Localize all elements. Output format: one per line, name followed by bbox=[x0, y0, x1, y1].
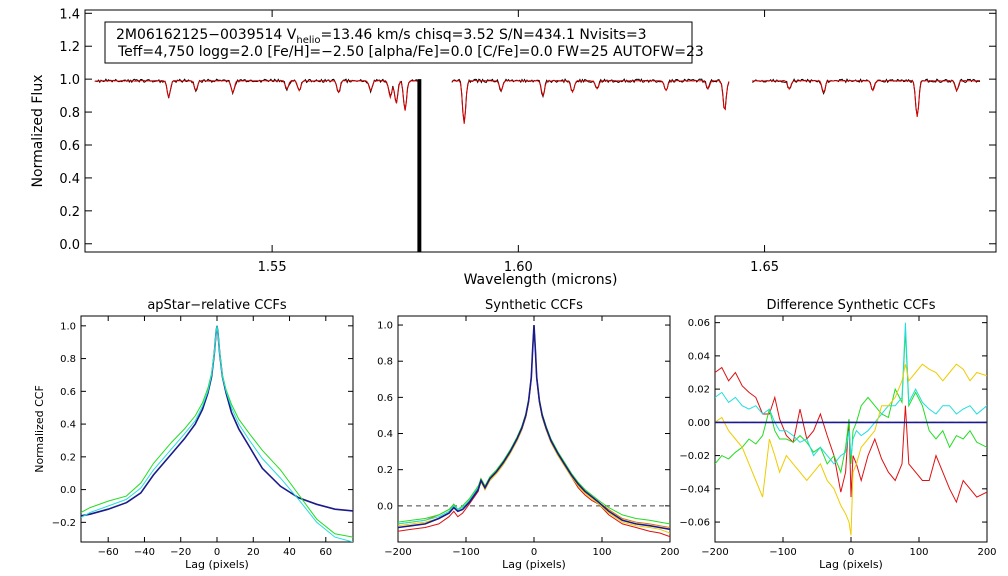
spectrum-ytick-label: 0.4 bbox=[59, 172, 80, 187]
apstar-ytick-label: 1.0 bbox=[60, 321, 76, 332]
difference-series-yellow bbox=[715, 363, 987, 536]
synthetic-xlabel: Lag (pixels) bbox=[502, 558, 566, 571]
apstar-title: apStar−relative CCFs bbox=[147, 298, 287, 313]
synthetic-series-orange bbox=[398, 324, 670, 528]
synthetic-ytick-label: 0.0 bbox=[377, 501, 393, 512]
difference-frame bbox=[714, 315, 988, 543]
apstar-series-blue bbox=[81, 325, 353, 517]
synthetic-ytick-label: 0.2 bbox=[377, 465, 393, 476]
spectrum-observed-line bbox=[94, 78, 419, 111]
apstar-ylabel: Normalized CCF bbox=[33, 385, 46, 473]
apstar-series-green bbox=[81, 325, 353, 538]
apstar-data bbox=[81, 325, 353, 542]
info-line-1: 2M06162125−0039514 Vhelio=13.46 km/s chi… bbox=[116, 27, 647, 46]
spectrum-ylabel: Normalized Flux bbox=[30, 75, 46, 188]
synthetic-data bbox=[398, 324, 670, 538]
spectrum-xtick-label: 1.55 bbox=[258, 260, 287, 275]
spectrum-model-line bbox=[451, 79, 730, 124]
apstar-ytick-label: 0.4 bbox=[60, 420, 76, 431]
difference-series-green bbox=[715, 330, 987, 474]
spectrum-ytick-label: 1.0 bbox=[59, 73, 80, 88]
spectrum-xlabel: Wavelength (microns) bbox=[464, 272, 618, 288]
spectrum-model-line bbox=[752, 79, 980, 117]
synthetic-series-red bbox=[398, 324, 670, 538]
difference-ytick-label: 0.00 bbox=[688, 418, 710, 429]
apstar-series-cyan bbox=[81, 325, 353, 542]
difference-xtick-label: 100 bbox=[909, 547, 928, 558]
spectrum-xtick-label: 1.65 bbox=[750, 260, 779, 275]
synthetic-xtick-label: 0 bbox=[531, 547, 537, 558]
synthetic-series-blue bbox=[398, 324, 670, 531]
synthetic-xtick-label: −100 bbox=[452, 547, 479, 558]
info-box bbox=[104, 21, 693, 64]
spectrum-ytick-label: 1.4 bbox=[59, 7, 80, 22]
synthetic-ytick-label: 1.0 bbox=[377, 321, 393, 332]
synthetic-ytick-label: 0.6 bbox=[377, 393, 393, 404]
apstar-frame bbox=[80, 315, 354, 543]
difference-series-red bbox=[715, 366, 987, 504]
synthetic-xtick-label: 200 bbox=[660, 547, 679, 558]
synthetic-series-green bbox=[398, 324, 670, 525]
difference-ytick-label: −0.06 bbox=[679, 518, 710, 529]
info-line-2: Teff=4,750 logg=2.0 [Fe/H]=−2.50 [alpha/… bbox=[117, 44, 704, 60]
spectrum-observed-line bbox=[451, 78, 730, 123]
synthetic-frame bbox=[397, 315, 671, 543]
spectrum-xtick-label: 1.60 bbox=[504, 260, 533, 275]
apstar-xtick-label: −20 bbox=[170, 547, 191, 558]
difference-xtick-label: −100 bbox=[769, 547, 796, 558]
difference-ytick-label: 0.02 bbox=[688, 385, 710, 396]
difference-data bbox=[715, 322, 987, 536]
synthetic-ytick-label: 0.4 bbox=[377, 429, 393, 440]
synthetic-xtick-label: −200 bbox=[384, 547, 411, 558]
synthetic-series-yellow bbox=[398, 324, 670, 534]
difference-xtick-label: 0 bbox=[848, 547, 854, 558]
spectrum-ytick-label: 0.6 bbox=[59, 139, 80, 154]
difference-xlabel: Lag (pixels) bbox=[819, 558, 883, 571]
spectrum-bad-pixel-gap bbox=[417, 79, 422, 252]
apstar-xtick-label: −40 bbox=[134, 547, 155, 558]
difference-ytick-label: −0.04 bbox=[679, 484, 710, 495]
apstar-ytick-label: −0.2 bbox=[52, 518, 76, 529]
difference-ytick-label: −0.02 bbox=[679, 451, 710, 462]
apstar-ytick-label: 0.2 bbox=[60, 452, 76, 463]
apstar-ytick-label: 0.8 bbox=[60, 354, 76, 365]
synthetic-series-cyan bbox=[398, 324, 670, 530]
spectrum-frame bbox=[84, 9, 997, 253]
synthetic-ytick-label: 0.8 bbox=[377, 357, 393, 368]
apstar-xtick-label: −60 bbox=[98, 547, 119, 558]
difference-xtick-label: 200 bbox=[977, 547, 996, 558]
apstar-ytick-label: 0.6 bbox=[60, 387, 76, 398]
apstar-ytick-label: 0.0 bbox=[60, 485, 76, 496]
spectrum-ytick-label: 0.2 bbox=[59, 205, 80, 220]
difference-series-cyan bbox=[715, 322, 987, 465]
difference-ytick-label: 0.04 bbox=[688, 351, 710, 362]
apstar-xtick-label: 20 bbox=[247, 547, 260, 558]
difference-xtick-label: −200 bbox=[701, 547, 728, 558]
difference-ytick-label: 0.06 bbox=[688, 318, 710, 329]
spectrum-ytick-label: 0.0 bbox=[59, 238, 80, 253]
synthetic-xtick-label: 100 bbox=[592, 547, 611, 558]
spectrum-model-line bbox=[94, 79, 419, 111]
apstar-xtick-label: 40 bbox=[283, 547, 296, 558]
apstar-xlabel: Lag (pixels) bbox=[185, 558, 249, 571]
difference-title: Difference Synthetic CCFs bbox=[766, 298, 935, 313]
apstar-xtick-label: 60 bbox=[319, 547, 332, 558]
spectrum-ytick-label: 1.2 bbox=[59, 40, 80, 55]
spectrum-data bbox=[94, 78, 981, 252]
spectrum-observed-line bbox=[752, 78, 981, 116]
spectrum-ytick-label: 0.8 bbox=[59, 106, 80, 121]
synthetic-title: Synthetic CCFs bbox=[485, 298, 583, 313]
apstar-xtick-label: 0 bbox=[214, 547, 220, 558]
